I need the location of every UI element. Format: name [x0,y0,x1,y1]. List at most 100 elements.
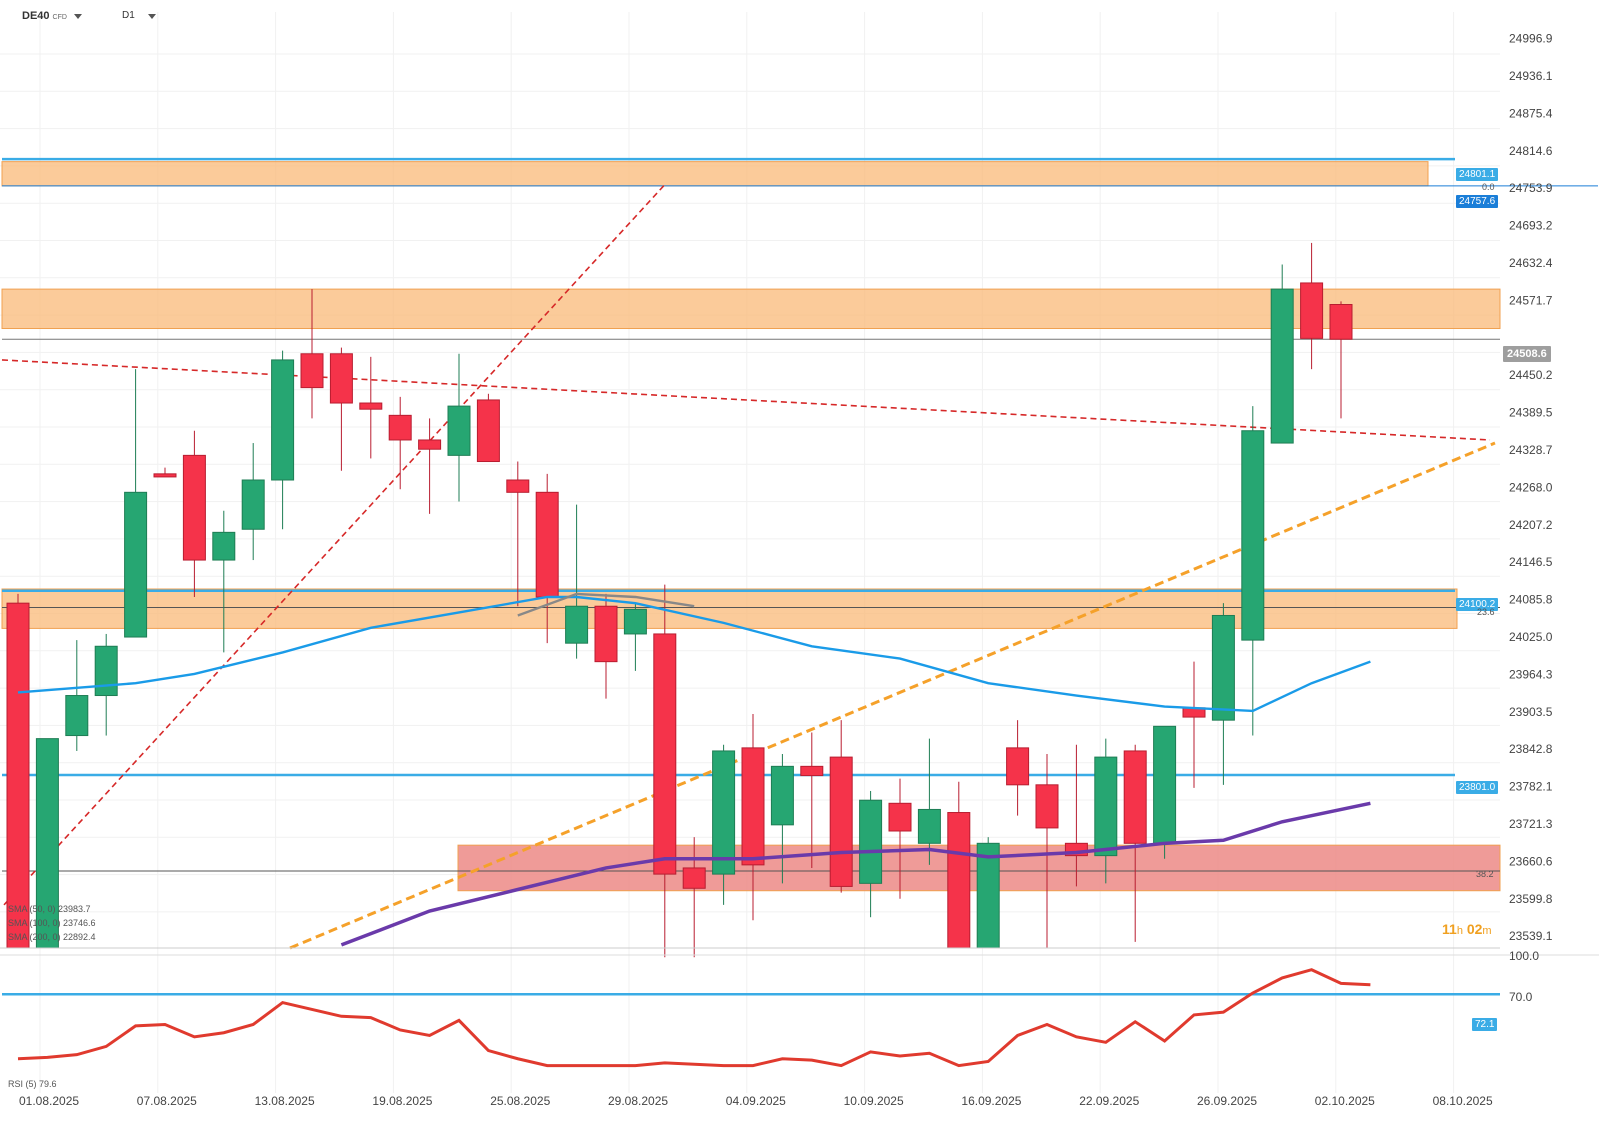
x-tick-label: 16.09.2025 [961,1094,1021,1108]
y-tick-label: 23660.6 [1509,854,1553,868]
candle-body [1329,304,1353,340]
candle [124,369,148,638]
candle-body [1241,430,1265,641]
candle-body [1153,725,1177,844]
candle-body [447,405,471,456]
fib-382-label: 38.2 [1476,869,1494,879]
y-tick-label: 24814.6 [1509,144,1553,158]
candle [770,754,794,884]
y-tick-label: 23842.8 [1509,742,1553,756]
candle [1270,264,1294,444]
candle [212,510,236,653]
candle [859,790,883,918]
current-price-tag: 24508.6 [1503,346,1551,362]
candle-body [271,359,295,481]
candle [300,289,324,419]
candle-body [653,633,677,875]
candle-body [829,756,853,887]
sma-line-100 [517,592,695,617]
y-tick-label: 24450.2 [1509,368,1553,382]
candle [1123,744,1147,942]
x-tick-label: 13.08.2025 [255,1094,315,1108]
x-tick-label: 10.09.2025 [844,1094,904,1108]
y-tick-label: 23721.3 [1509,817,1553,831]
candle-body [1094,756,1118,857]
y-tick-label: 24632.4 [1509,256,1553,270]
candle-body [594,605,618,663]
candle-body [888,802,912,832]
y-tick-label: 24996.9 [1509,32,1553,46]
candle-body [124,491,148,638]
rsi-tick-label: 100.0 [1509,949,1539,963]
candle [359,356,383,459]
y-tick-label: 24025.0 [1509,630,1553,644]
y-tick-label: 24146.5 [1509,555,1553,569]
timeframe-chevron-down-icon[interactable] [148,14,156,19]
candle-body [182,454,206,561]
x-tick-label: 04.09.2025 [726,1094,786,1108]
rsi-line [17,968,1371,1068]
x-tick-label: 25.08.2025 [490,1094,550,1108]
candle [506,461,530,607]
candle-body [712,750,736,875]
candle-body [241,479,265,530]
x-tick-label: 29.08.2025 [608,1094,668,1108]
y-tick-label: 23599.8 [1509,892,1553,906]
x-axis: 01.08.2025 07.08.2025 13.08.2025 19.08.2025… [19,1094,1493,1108]
candle-body [329,353,353,404]
trendline-ascending [289,441,1496,950]
x-tick-label: 26.09.2025 [1197,1094,1257,1108]
candle-body [359,402,383,410]
candle-body [1123,750,1147,844]
sma-100-label: SMA (100, 0) 23746.6 [8,918,96,928]
candle [1094,738,1118,884]
supply-zone-top [1,161,1429,187]
candle [829,720,853,893]
sma-legend-100: SMA (100, 0) 23746.6 [8,918,96,928]
y-tick-label: 23782.1 [1509,780,1553,794]
candle [1211,603,1235,785]
candle-body [770,765,794,826]
x-tick-label: 07.08.2025 [137,1094,197,1108]
candle-body [6,602,30,949]
candle-body [623,608,647,635]
candle [653,584,677,958]
candle-body [741,747,765,866]
instrument-type: CFD [52,14,67,21]
candles [6,242,1353,958]
y-tick-label: 24085.8 [1509,593,1553,607]
price-tag-resistance-top: 24801.1 [1456,168,1499,181]
symbol-selector[interactable]: DE40 CFD [22,10,67,22]
y-tick-label: 23903.5 [1509,705,1553,719]
candle [1182,661,1206,788]
candle-body [1300,282,1324,339]
candle-body [212,531,236,561]
candle-body [506,479,530,493]
y-tick-label: 24571.7 [1509,293,1553,307]
countdown-hours-unit: h [1456,925,1463,937]
sma-legend-200: SMA (200, 0) 22892.4 [8,932,96,942]
candle-body [300,353,324,389]
resistance-zone [1,288,1501,330]
candle-body [153,473,177,478]
candle-countdown: 11h 02m [1442,921,1492,937]
candle [1035,754,1059,948]
symbol-chevron-down-icon[interactable] [74,14,82,19]
candle [182,430,206,597]
rsi-legend: RSI (5) 79.6 [8,1079,57,1089]
trendline-descending [1,359,1491,441]
x-tick-label: 01.08.2025 [19,1094,79,1108]
candle-body [1006,747,1030,786]
y-tick-label: 23964.3 [1509,667,1553,681]
x-tick-label: 02.10.2025 [1315,1094,1375,1108]
candle-body [565,605,589,644]
y-tick-label: 24936.1 [1509,69,1553,83]
candle [1006,720,1030,816]
y-tick-label: 24693.2 [1509,219,1553,233]
y-tick-label: 24875.4 [1509,106,1553,120]
candle-body [418,439,442,450]
candle-body [535,491,559,598]
timeframe-selector[interactable]: D1 [122,10,135,21]
timeframe-label: D1 [122,10,135,21]
